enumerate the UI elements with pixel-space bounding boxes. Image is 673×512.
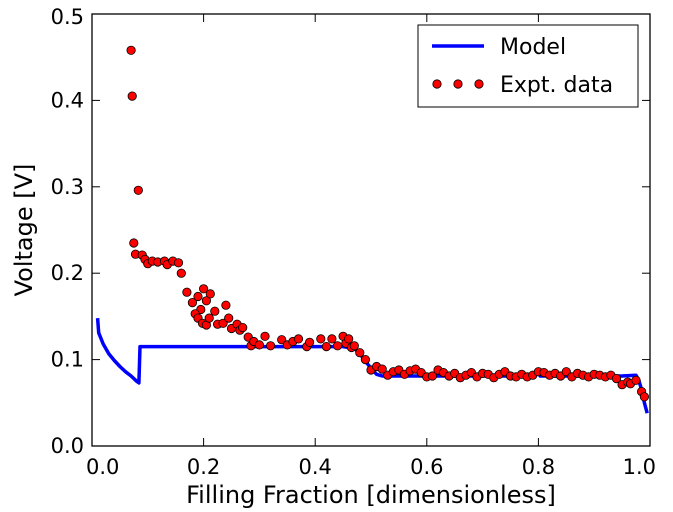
data-point	[332, 341, 343, 351]
x-tick-label: 0.2	[187, 455, 220, 479]
data-point	[321, 341, 331, 352]
legend-data-swatch-left	[432, 79, 442, 89]
data-point	[561, 367, 571, 377]
data-point	[133, 185, 143, 195]
data-point	[201, 296, 211, 306]
y-tick-label: 0.4	[51, 88, 84, 112]
legend-box	[417, 24, 639, 108]
data-point	[344, 334, 354, 344]
data-point	[304, 337, 315, 347]
data-point	[277, 335, 287, 345]
legend-model-label: Model	[500, 35, 566, 60]
data-point	[193, 291, 203, 302]
data-point	[631, 375, 641, 385]
data-point	[639, 392, 650, 402]
axes-frame	[91, 13, 651, 447]
data-point	[182, 287, 192, 297]
x-tick-label: 1.0	[623, 455, 656, 479]
series-group	[95, 45, 650, 414]
plot-area	[95, 45, 650, 414]
x-axis-label: Filling Fraction [dimensionless]	[186, 481, 556, 509]
data-point	[218, 318, 228, 328]
data-point	[427, 371, 437, 381]
data-point	[129, 238, 139, 248]
legend: Model Expt. data	[417, 24, 639, 108]
data-point	[187, 297, 197, 308]
data-point	[176, 268, 186, 278]
data-point	[349, 341, 359, 351]
data-point	[210, 306, 220, 316]
data-point	[126, 45, 136, 55]
legend-data-swatch-mid	[453, 79, 463, 89]
data-point	[173, 258, 184, 268]
y-tick-label: 0.0	[51, 434, 84, 458]
data-point	[199, 284, 209, 294]
x-tick-label: 0.4	[298, 455, 331, 479]
data-point	[254, 340, 264, 350]
data-point	[327, 334, 337, 344]
legend-data-swatch-right	[474, 79, 484, 89]
x-tick-label: 0.0	[86, 455, 119, 479]
data-point	[355, 348, 365, 358]
data-point	[293, 334, 304, 344]
data-point	[221, 300, 231, 310]
y-tick-label: 0.1	[51, 348, 84, 372]
data-point	[265, 341, 276, 351]
axis-ticks: 0.0 0.2 0.4 0.6 0.8 1.0 0.0 0.1 0.2 0.3 0.4 0.5	[51, 5, 656, 479]
data-point	[205, 289, 215, 299]
legend-data-label: Expt. data	[500, 73, 613, 98]
data-point	[611, 373, 622, 384]
data-point	[224, 313, 234, 323]
y-tick-label: 0.3	[51, 175, 84, 199]
data-point	[204, 313, 214, 323]
x-tick-label: 0.6	[410, 455, 443, 479]
data-point	[238, 322, 248, 333]
data-point	[260, 331, 270, 341]
data-point	[127, 91, 137, 101]
y-tick-label: 0.2	[51, 261, 84, 285]
data-point	[316, 334, 326, 344]
y-axis-label: Voltage [V]	[10, 164, 38, 297]
x-tick-label: 0.8	[522, 455, 555, 479]
data-point	[377, 364, 387, 374]
data-point	[360, 354, 370, 365]
y-tick-label: 0.5	[51, 5, 84, 29]
